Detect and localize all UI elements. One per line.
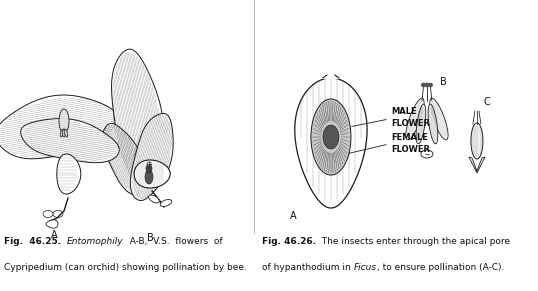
Text: FEMALE: FEMALE: [391, 132, 428, 141]
Polygon shape: [60, 129, 64, 137]
Polygon shape: [134, 160, 170, 188]
Text: A: A: [289, 211, 296, 221]
Polygon shape: [145, 170, 153, 184]
Polygon shape: [471, 123, 483, 159]
Polygon shape: [0, 95, 119, 159]
Polygon shape: [111, 49, 164, 193]
Text: Fig.  46.25.: Fig. 46.25.: [4, 237, 61, 246]
Polygon shape: [429, 84, 432, 87]
Polygon shape: [21, 119, 119, 163]
Polygon shape: [57, 154, 81, 194]
Text: B: B: [440, 77, 447, 87]
Polygon shape: [64, 129, 68, 137]
Text: , to ensure pollination (A-C).: , to ensure pollination (A-C).: [377, 263, 504, 272]
Polygon shape: [59, 109, 69, 133]
Polygon shape: [148, 195, 159, 203]
Polygon shape: [53, 210, 63, 217]
Polygon shape: [130, 113, 173, 200]
Polygon shape: [160, 200, 172, 207]
Polygon shape: [430, 98, 448, 140]
Text: FLOWER: FLOWER: [391, 118, 430, 127]
Text: Fig. 46.26.: Fig. 46.26.: [262, 237, 316, 246]
Text: FLOWER: FLOWER: [391, 145, 430, 153]
Text: C: C: [484, 97, 490, 107]
Text: A: A: [51, 230, 58, 240]
Polygon shape: [428, 104, 438, 144]
Polygon shape: [311, 99, 351, 175]
Text: MALE: MALE: [391, 107, 416, 116]
Polygon shape: [147, 162, 151, 166]
Text: of hypanthodium in: of hypanthodium in: [262, 263, 353, 272]
Polygon shape: [422, 84, 425, 87]
Polygon shape: [469, 157, 485, 173]
Polygon shape: [295, 78, 367, 208]
Polygon shape: [43, 210, 53, 217]
Text: The insects enter through the apical pore: The insects enter through the apical por…: [316, 237, 510, 246]
Text: Cypripedium (can orchid) showing pollination by bee.: Cypripedium (can orchid) showing pollina…: [4, 263, 247, 272]
Polygon shape: [425, 84, 429, 87]
Text: Entomophily: Entomophily: [67, 237, 124, 246]
Polygon shape: [102, 123, 145, 195]
Polygon shape: [146, 164, 152, 173]
Polygon shape: [406, 98, 424, 140]
Text: B: B: [147, 233, 153, 243]
Polygon shape: [46, 220, 58, 228]
Polygon shape: [416, 104, 426, 144]
Polygon shape: [421, 150, 433, 158]
Text: Ficus: Ficus: [353, 263, 377, 272]
Polygon shape: [62, 129, 66, 137]
Text: A-B,  V.S.  flowers  of: A-B, V.S. flowers of: [124, 237, 222, 246]
Polygon shape: [323, 125, 339, 149]
